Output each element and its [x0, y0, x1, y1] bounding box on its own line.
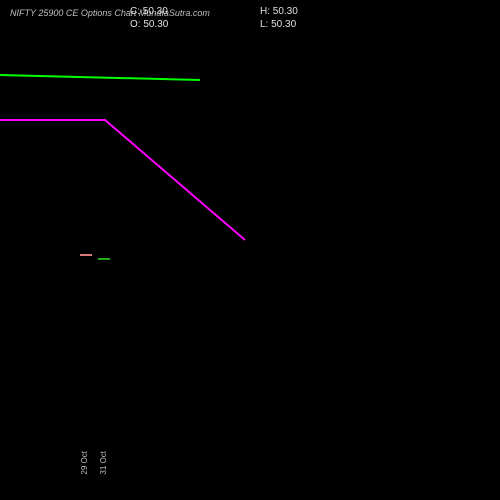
ohlc-row-2: O: 50.30 L: 50.30 — [130, 19, 330, 30]
x-label-1: 31 Oct — [99, 451, 108, 475]
chart-svg — [0, 30, 500, 450]
open-value: O: 50.30 — [130, 19, 200, 30]
x-label-0: 29 Oct — [80, 451, 89, 475]
ohlc-row-1: C: 50.30 H: 50.30 — [130, 6, 330, 17]
high-value: H: 50.30 — [260, 6, 330, 17]
ohlc-info: C: 50.30 H: 50.30 O: 50.30 L: 50.30 — [130, 6, 330, 30]
green-series-line — [0, 75, 200, 80]
stub-rect-green — [98, 258, 110, 260]
stub-rect-red — [80, 254, 92, 256]
low-value: L: 50.30 — [260, 19, 330, 30]
candle-stub-2 — [98, 258, 110, 260]
close-value: C: 50.30 — [130, 6, 200, 17]
magenta-series-line — [0, 120, 245, 240]
candle-stub-1 — [80, 254, 92, 256]
x-axis-labels: 29 Oct 31 Oct — [80, 451, 108, 475]
